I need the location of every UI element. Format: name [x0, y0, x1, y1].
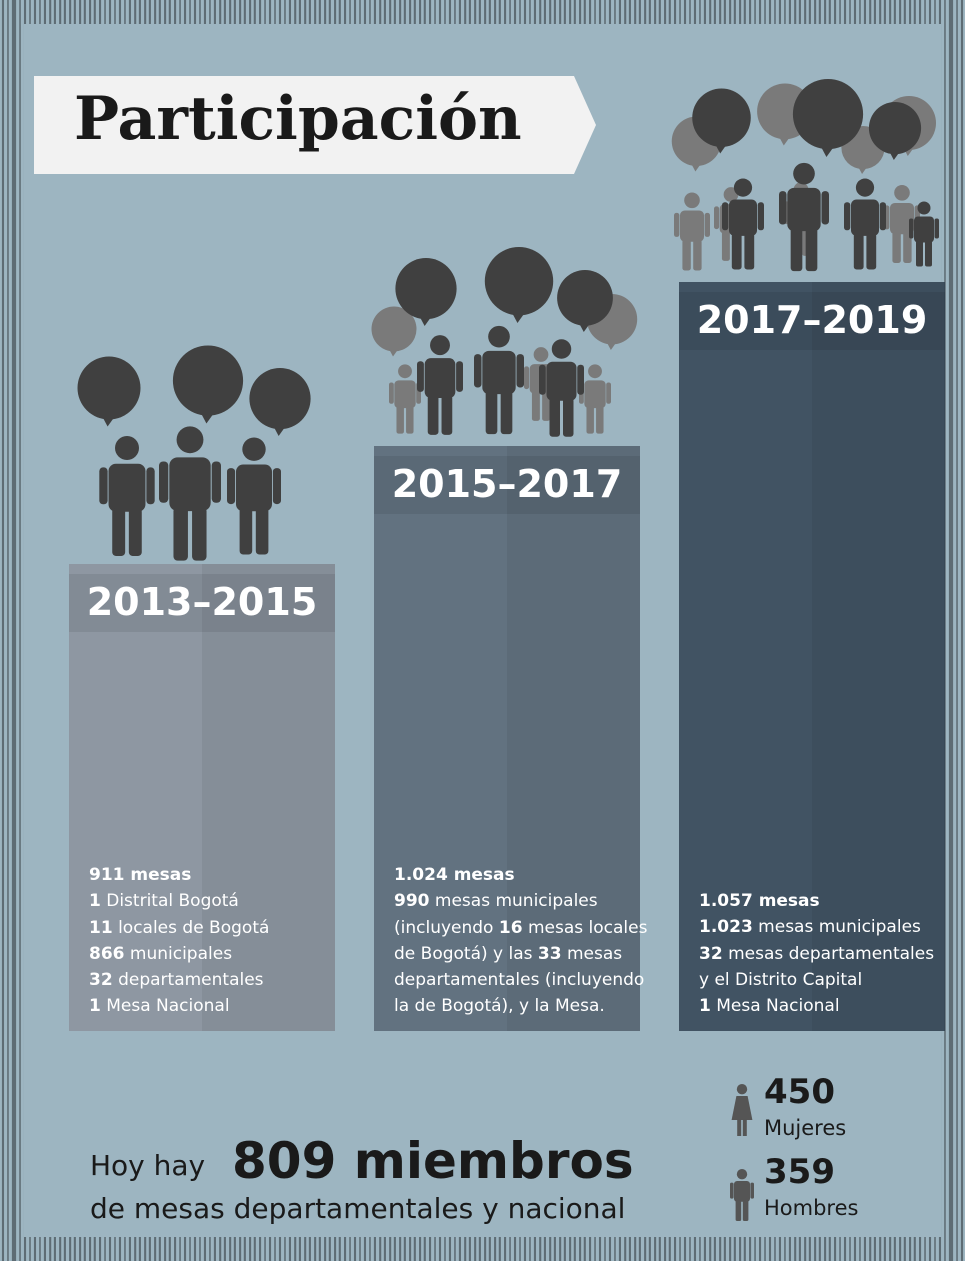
detail-line: 1 Mesa Nacional — [699, 993, 937, 1019]
detail-line: 1 Distrital Bogotá — [89, 888, 327, 914]
detail-text: departamentales — [112, 970, 264, 991]
label-band — [679, 292, 945, 350]
title-banner — [34, 76, 596, 174]
detail-bold: 33 — [537, 943, 562, 964]
detail-text: departamentales (incluyendo — [394, 970, 645, 991]
detail-line: departamentales (incluyendo — [394, 967, 644, 993]
detail-line: 1.057 mesas — [699, 888, 937, 914]
people-2015 — [371, 247, 638, 437]
illustrations — [34, 76, 939, 1221]
detail-bold: 866 — [89, 943, 125, 964]
detail-line: 1.023 mesas municipales — [699, 914, 937, 940]
summary-highlight: 809 miembros — [232, 1132, 634, 1190]
column-shade — [812, 282, 945, 1031]
detail-bold: 1 — [89, 996, 101, 1017]
detail-bold: 32 — [699, 943, 723, 964]
detail-line: 32 departamentales — [89, 967, 327, 993]
detail-line: de Bogotá) y las 33 mesas — [394, 941, 632, 967]
gender-icons — [730, 1084, 754, 1221]
summary-rest: de mesas departamentales y nacional — [90, 1192, 626, 1225]
people-2013 — [77, 345, 311, 561]
detail-bold: 1.057 mesas — [699, 891, 820, 911]
detail-text: municipales — [124, 943, 233, 964]
detail-text: mesas municipales — [752, 917, 921, 938]
detail-text: Distrital Bogotá — [100, 891, 239, 912]
detail-text: mesas municipales — [429, 891, 598, 912]
detail-text: mesas — [561, 943, 623, 964]
period-column: 2017–2019 1.057 mesas 1.023 mesas municipa… — [679, 282, 945, 1031]
detail-bold: 1 — [89, 891, 101, 912]
detail-line: 11 locales de Bogotá — [89, 915, 327, 941]
detail-line: 990 mesas municipales — [394, 888, 632, 914]
column-shade — [507, 446, 640, 1031]
detail-line: la de Bogotá), y la Mesa. — [394, 993, 632, 1019]
detail-bold: 11 — [89, 917, 113, 938]
detail-bold: 911 mesas — [89, 865, 192, 885]
period-details: 911 mesas 1 Distrital Bogotá 11 locales de… — [89, 862, 327, 1020]
detail-text: Mesa Nacional — [710, 996, 840, 1017]
period-details: 1.024 mesas 990 mesas municipales (incluye… — [394, 862, 647, 1020]
detail-line: 32 mesas departamentales — [699, 941, 937, 967]
detail-line: 866 municipales — [89, 941, 327, 967]
detail-line: y el Distrito Capital — [699, 967, 937, 993]
people-2017 — [671, 79, 939, 272]
detail-line: 1 Mesa Nacional — [89, 993, 327, 1019]
gender-count: 359 — [764, 1152, 835, 1192]
period-label: 2015–2017 — [391, 462, 623, 506]
gender-label: Hombres — [764, 1196, 859, 1220]
period-label: 2013–2015 — [86, 580, 318, 624]
detail-text: la de Bogotá), y la Mesa. — [394, 996, 605, 1017]
detail-bold: 1.024 mesas — [394, 865, 515, 885]
detail-text: Mesa Nacional — [100, 996, 230, 1017]
period-column: 2015–2017 1.024 mesas 990 mesas municipale… — [374, 446, 647, 1031]
detail-text: (incluyendo — [394, 917, 499, 938]
column-shade — [202, 564, 335, 1031]
detail-text: de Bogotá) y las — [394, 943, 538, 964]
background: Participación 2013–2015 911 mesas 1 Distri… — [24, 24, 945, 1237]
gender-count: 450 — [764, 1072, 835, 1112]
detail-line: 1.024 mesas — [394, 862, 632, 888]
period-label: 2017–2019 — [696, 298, 928, 342]
detail-bold: 1 — [699, 996, 711, 1017]
detail-bold: 32 — [89, 970, 113, 991]
detail-text: locales de Bogotá — [112, 917, 270, 938]
detail-bold: 990 — [394, 891, 430, 912]
detail-text: mesas departamentales — [722, 943, 935, 964]
detail-text: mesas locales — [522, 917, 648, 938]
period-details: 1.057 mesas 1.023 mesas municipales 32 mes… — [699, 888, 937, 1019]
label-band — [69, 574, 335, 632]
detail-line: 911 mesas — [89, 862, 327, 888]
period-column: 2013–2015 911 mesas 1 Distrital Bogotá 11 l… — [69, 564, 335, 1031]
detail-text: y el Distrito Capital — [699, 969, 863, 990]
gender-label: Mujeres — [764, 1116, 847, 1140]
label-band — [374, 456, 640, 514]
detail-line: (incluyendo 16 mesas locales — [394, 915, 647, 941]
detail-bold: 16 — [498, 917, 523, 938]
detail-bold: 1.023 — [699, 917, 753, 938]
title: Participación — [74, 84, 522, 154]
summary-prefix: Hoy hay — [90, 1149, 206, 1182]
